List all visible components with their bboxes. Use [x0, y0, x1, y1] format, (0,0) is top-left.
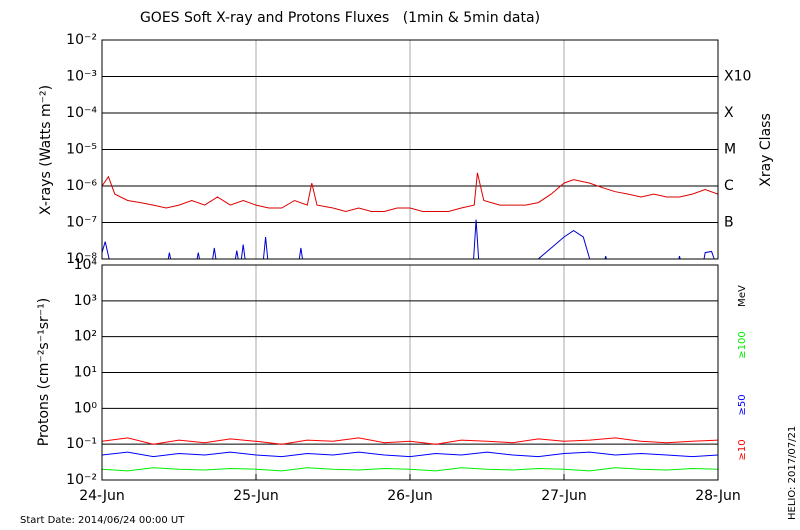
x-tick-label: 28-Jun: [695, 488, 741, 504]
class-axis-label: Xray Class: [758, 113, 774, 187]
unit-label: MeV: [737, 285, 748, 307]
start-date: Start Date: 2014/06/24 00:00 UT: [20, 515, 185, 526]
data-line: [102, 172, 718, 213]
y-tick-label: 10⁴: [74, 257, 98, 273]
class-label: X10: [724, 69, 751, 85]
legend-entry: ≥100: [737, 331, 748, 358]
class-label: B: [724, 215, 734, 231]
class-label: X: [724, 105, 734, 121]
y-axis-label: Protons (cm⁻²s⁻¹sr⁻¹): [36, 298, 52, 447]
x-tick-label: 26-Jun: [387, 488, 433, 504]
y-tick-label: 10⁻⁸: [66, 251, 97, 267]
legend-entry: ≥50: [737, 394, 748, 415]
y-tick-label: 10³: [74, 293, 97, 309]
data-line: [102, 451, 718, 458]
y-axis-label: X-rays (Watts m⁻²): [38, 85, 54, 215]
credit: HELIO: 2017/07/21: [787, 426, 798, 520]
y-tick-label: 10⁻⁵: [66, 142, 97, 158]
x-tick-label: 25-Jun: [233, 488, 279, 504]
y-tick-label: 10⁰: [74, 400, 98, 416]
legend-entry: ≥10: [737, 439, 748, 460]
y-tick-label: 10⁻⁴: [66, 105, 97, 121]
data-line: [102, 437, 718, 445]
y-tick-label: 10⁻²: [66, 472, 97, 488]
chart-title: GOES Soft X-ray and Protons Fluxes (1min…: [140, 10, 540, 26]
x-tick-label: 27-Jun: [541, 488, 587, 504]
data-line: [102, 219, 715, 259]
y-tick-label: 10⁻³: [66, 69, 97, 85]
y-tick-label: 10⁻⁷: [66, 215, 97, 231]
data-line: [102, 467, 718, 472]
y-tick-label: 10⁻¹: [66, 436, 97, 452]
plot-frame: [101, 39, 719, 260]
class-label: M: [724, 142, 736, 158]
y-tick-label: 10²: [74, 329, 97, 345]
y-tick-label: 10¹: [74, 365, 97, 381]
y-tick-label: 10⁻²: [66, 32, 97, 48]
x-tick-label: 24-Jun: [79, 488, 125, 504]
y-tick-label: 10⁻⁶: [66, 178, 97, 194]
class-label: C: [724, 178, 734, 194]
